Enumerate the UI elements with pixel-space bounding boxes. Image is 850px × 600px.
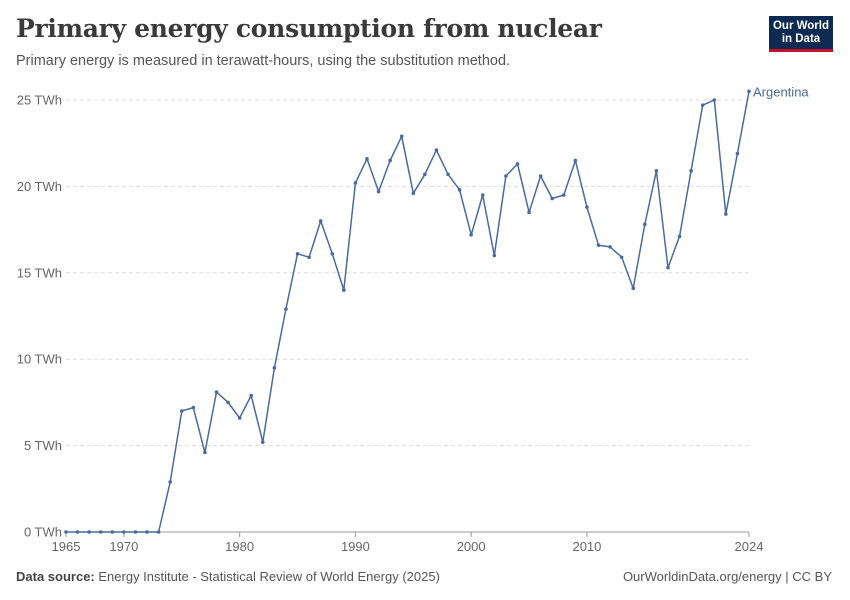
- data-point[interactable]: [457, 188, 462, 192]
- data-point[interactable]: [735, 151, 740, 156]
- data-point[interactable]: [388, 158, 392, 163]
- owid-logo[interactable]: Our World in Data: [769, 16, 833, 52]
- series-label: Argentina: [753, 84, 809, 99]
- series-group: Argentina: [64, 84, 809, 534]
- footer-source: Data source: Energy Institute - Statisti…: [16, 569, 440, 584]
- data-point[interactable]: [619, 255, 624, 260]
- data-point[interactable]: [700, 103, 705, 107]
- data-point[interactable]: [133, 530, 138, 534]
- data-point[interactable]: [585, 205, 589, 209]
- data-point[interactable]: [191, 405, 196, 410]
- data-point[interactable]: [677, 234, 682, 239]
- data-point[interactable]: [538, 174, 543, 178]
- grid-lines: [66, 99, 749, 533]
- y-tick-label: 5 TWh: [24, 438, 62, 453]
- data-point[interactable]: [307, 255, 311, 260]
- data-point[interactable]: [272, 366, 277, 370]
- data-point[interactable]: [110, 530, 115, 534]
- data-point[interactable]: [515, 162, 520, 166]
- data-point[interactable]: [87, 530, 91, 534]
- data-point[interactable]: [608, 245, 612, 249]
- y-tick-label: 20 TWh: [17, 179, 62, 194]
- chart-title: Primary energy consumption from nuclear: [16, 14, 602, 43]
- data-point[interactable]: [573, 158, 578, 163]
- data-point[interactable]: [480, 193, 485, 197]
- x-tick-label: 1970: [109, 539, 138, 554]
- data-point[interactable]: [376, 189, 381, 194]
- data-point[interactable]: [353, 181, 358, 185]
- y-tick-label: 25 TWh: [17, 93, 62, 108]
- x-tick-label: 1965: [52, 539, 81, 554]
- x-tick-label: 2000: [457, 539, 486, 554]
- data-point[interactable]: [550, 196, 555, 201]
- data-point[interactable]: [318, 219, 323, 223]
- data-point[interactable]: [168, 480, 172, 484]
- data-point[interactable]: [249, 393, 254, 398]
- x-tick-label: 2024: [735, 539, 764, 554]
- data-point[interactable]: [179, 409, 184, 413]
- data-point[interactable]: [492, 253, 497, 258]
- data-point[interactable]: [411, 191, 416, 196]
- data-point[interactable]: [712, 98, 717, 102]
- data-point[interactable]: [724, 212, 728, 216]
- y-tick-label: 15 TWh: [17, 265, 62, 280]
- logo-line-2: in Data: [781, 32, 821, 45]
- data-point[interactable]: [561, 193, 566, 197]
- chart-subtitle: Primary energy is measured in terawatt-h…: [16, 53, 511, 69]
- data-point[interactable]: [203, 450, 207, 455]
- data-point[interactable]: [156, 530, 161, 534]
- source-label: Data source:: [16, 569, 95, 584]
- data-point[interactable]: [122, 530, 126, 534]
- data-point[interactable]: [423, 172, 427, 177]
- data-point[interactable]: [330, 251, 335, 256]
- data-point[interactable]: [654, 169, 659, 173]
- x-tick-label: 2010: [572, 539, 601, 554]
- data-point[interactable]: [237, 416, 242, 420]
- data-point[interactable]: [434, 148, 439, 152]
- data-point[interactable]: [596, 243, 601, 247]
- data-point[interactable]: [145, 530, 149, 534]
- data-point[interactable]: [504, 174, 508, 178]
- y-tick-label: 10 TWh: [17, 352, 62, 367]
- data-point[interactable]: [284, 307, 288, 311]
- data-point[interactable]: [365, 156, 369, 161]
- data-point[interactable]: [666, 265, 670, 270]
- data-point[interactable]: [527, 210, 531, 215]
- data-point[interactable]: [342, 288, 346, 292]
- x-tick-label: 1990: [341, 539, 370, 554]
- data-point[interactable]: [98, 530, 103, 534]
- data-point[interactable]: [469, 232, 473, 237]
- data-point[interactable]: [295, 251, 300, 256]
- data-point[interactable]: [446, 172, 450, 177]
- data-point[interactable]: [64, 530, 68, 534]
- data-point[interactable]: [631, 286, 636, 291]
- data-point[interactable]: [689, 169, 693, 173]
- data-point[interactable]: [226, 400, 230, 405]
- source-text[interactable]: Energy Institute - Statistical Review of…: [98, 569, 440, 584]
- y-axis-ticks: 0 TWh 5 TWh 10 TWh 15 TWh 20 TWh 25 TWh: [17, 93, 62, 540]
- data-point[interactable]: [214, 390, 219, 394]
- data-point[interactable]: [399, 134, 404, 139]
- data-point[interactable]: [75, 530, 80, 534]
- x-axis-ticks: 1965 1970 1980 1990 2000 2010 2024: [52, 532, 764, 554]
- footer-link[interactable]: OurWorldinData.org/energy | CC BY: [622, 569, 832, 584]
- x-tick-label: 1980: [225, 539, 254, 554]
- data-point[interactable]: [260, 440, 265, 444]
- data-point[interactable]: [643, 222, 647, 227]
- y-tick-label: 0 TWh: [24, 525, 62, 540]
- series-line-argentina[interactable]: [66, 91, 750, 533]
- logo-line-1: Our World: [772, 20, 829, 32]
- data-point[interactable]: [747, 89, 751, 94]
